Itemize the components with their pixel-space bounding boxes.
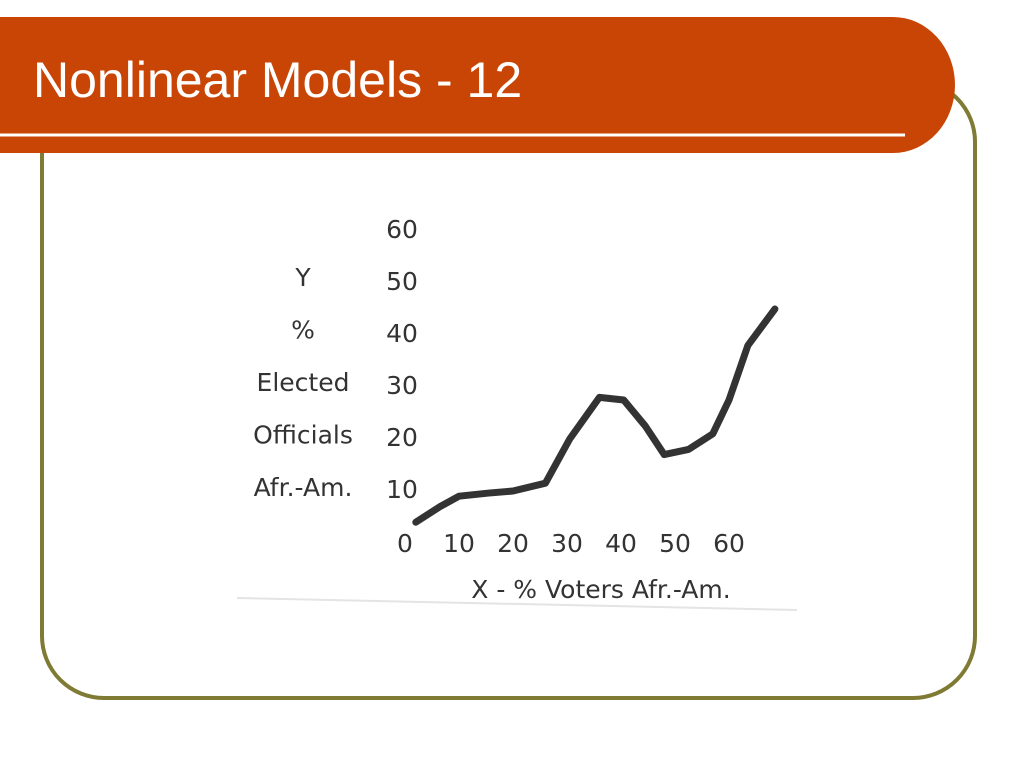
y-tick-label: 50: [386, 267, 418, 296]
scan-edge: [236, 597, 798, 611]
data-line: [412, 305, 779, 526]
x-tick-label: 20: [497, 529, 529, 558]
y-tick-label: 10: [386, 475, 418, 504]
content-frame: [40, 78, 977, 700]
y-tick-label: 60: [386, 215, 418, 244]
y-tick-label: 20: [386, 423, 418, 452]
y-axis-label: Elected: [257, 368, 350, 397]
x-axis-label: X - % Voters Afr.-Am.: [471, 575, 730, 604]
x-tick-label: 10: [443, 529, 475, 558]
x-tick-label: 50: [659, 529, 691, 558]
y-tick-label: 30: [386, 371, 418, 400]
y-axis-label: Afr.-Am.: [254, 473, 353, 502]
x-tick-label: 40: [605, 529, 637, 558]
slide-title: Nonlinear Models - 12: [33, 52, 522, 108]
x-tick-label: 0: [397, 529, 413, 558]
title-bar: [0, 17, 955, 153]
x-tick-label: 30: [551, 529, 583, 558]
x-tick-label: 60: [713, 529, 745, 558]
y-axis-label: %: [291, 316, 315, 345]
y-tick-label: 40: [386, 319, 418, 348]
y-axis-label: Officials: [253, 421, 353, 450]
y-axis-label: Y: [294, 263, 311, 292]
